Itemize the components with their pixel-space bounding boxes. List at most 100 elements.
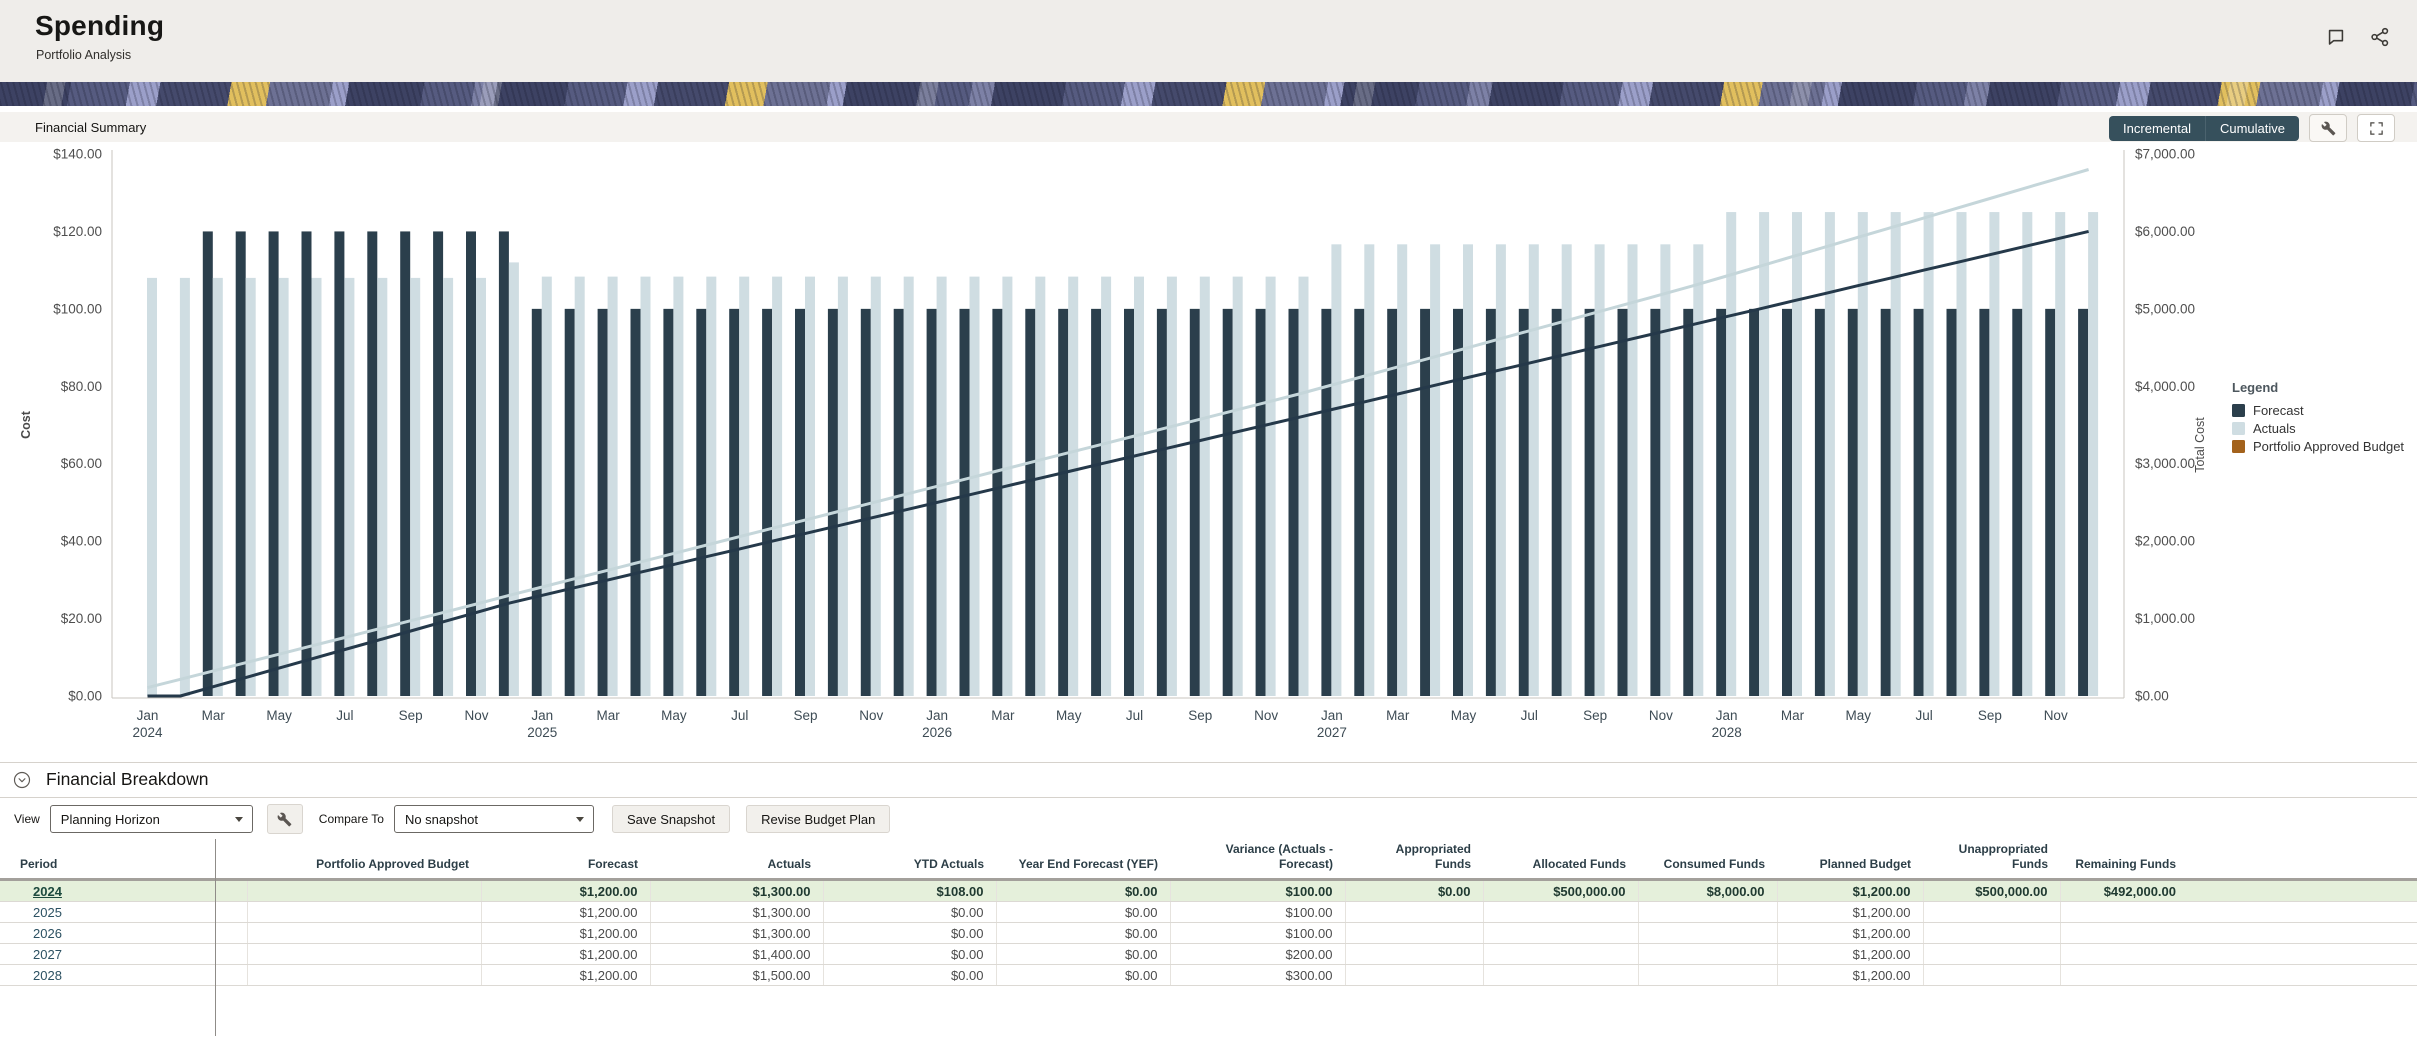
actuals-bar[interactable] xyxy=(245,277,256,696)
forecast-bar[interactable] xyxy=(729,308,740,696)
actuals-bar[interactable] xyxy=(837,276,848,696)
actuals-bar[interactable] xyxy=(508,262,519,696)
actuals-bar[interactable] xyxy=(1759,212,1770,697)
view-settings-wrench-button[interactable] xyxy=(266,804,303,834)
column-header[interactable]: Period xyxy=(20,857,58,871)
column-header[interactable]: Year End Forecast (YEF) xyxy=(1018,857,1158,871)
actuals-bar[interactable] xyxy=(1627,244,1638,696)
actuals-bar[interactable] xyxy=(1923,212,1934,697)
actuals-bar[interactable] xyxy=(1166,276,1177,696)
actuals-bar[interactable] xyxy=(311,277,322,696)
forecast-bar[interactable] xyxy=(597,308,608,696)
revise-budget-plan-button[interactable]: Revise Budget Plan xyxy=(746,805,891,833)
actuals-bar[interactable] xyxy=(212,277,223,696)
actuals-bar[interactable] xyxy=(1726,212,1737,697)
forecast-bar[interactable] xyxy=(235,231,246,696)
compare-to-select[interactable]: No snapshot xyxy=(393,805,594,833)
actuals-bar[interactable] xyxy=(1693,244,1704,696)
actuals-bar[interactable] xyxy=(1989,212,2000,697)
actuals-bar[interactable] xyxy=(541,276,552,696)
forecast-bar[interactable] xyxy=(827,308,838,696)
actuals-bar[interactable] xyxy=(640,276,651,696)
forecast-bar[interactable] xyxy=(1354,308,1365,696)
actuals-bar[interactable] xyxy=(1364,244,1375,696)
forecast-bar[interactable] xyxy=(1485,308,1496,696)
actuals-bar[interactable] xyxy=(1594,244,1605,696)
forecast-bar[interactable] xyxy=(1749,308,1760,696)
forecast-bar[interactable] xyxy=(1913,308,1924,696)
incremental-toggle-button[interactable]: Incremental xyxy=(2109,115,2205,141)
forecast-bar[interactable] xyxy=(301,231,312,696)
actuals-bar[interactable] xyxy=(607,276,618,696)
column-header[interactable]: Forecast xyxy=(587,857,638,871)
forecast-bar[interactable] xyxy=(531,308,542,696)
period-link[interactable]: 2028 xyxy=(33,967,62,983)
forecast-bar[interactable] xyxy=(400,231,411,696)
forecast-bar[interactable] xyxy=(1255,308,1266,696)
actuals-bar[interactable] xyxy=(1528,244,1539,696)
actuals-bar[interactable] xyxy=(1068,276,1079,696)
actuals-bar[interactable] xyxy=(1101,276,1112,696)
actuals-bar[interactable] xyxy=(1857,212,1868,697)
column-header[interactable]: Variance (Actuals - Forecast) xyxy=(1225,842,1333,871)
forecast-bar[interactable] xyxy=(762,308,773,696)
forecast-bar[interactable] xyxy=(893,308,904,696)
period-link[interactable]: 2026 xyxy=(33,925,62,941)
actuals-bar[interactable] xyxy=(1824,212,1835,697)
share-icon[interactable] xyxy=(2369,26,2391,48)
actuals-bar[interactable] xyxy=(1199,276,1210,696)
forecast-bar[interactable] xyxy=(1387,308,1398,696)
forecast-bar[interactable] xyxy=(334,231,345,696)
actuals-bar[interactable] xyxy=(2055,212,2066,697)
actuals-bar[interactable] xyxy=(410,277,421,696)
actuals-bar[interactable] xyxy=(476,277,486,696)
forecast-bar[interactable] xyxy=(2078,308,2089,696)
forecast-bar[interactable] xyxy=(1025,308,1036,696)
forecast-bar[interactable] xyxy=(696,308,707,696)
column-header[interactable]: Portfolio Approved Budget xyxy=(316,857,469,871)
actuals-bar[interactable] xyxy=(673,276,684,696)
forecast-bar[interactable] xyxy=(630,308,641,696)
actuals-bar[interactable] xyxy=(1495,244,1506,696)
period-link[interactable]: 2024 xyxy=(33,883,62,899)
actuals-bar[interactable] xyxy=(1331,244,1342,696)
actuals-bar[interactable] xyxy=(1561,244,1572,696)
forecast-bar[interactable] xyxy=(367,231,378,696)
forecast-bar[interactable] xyxy=(1518,308,1529,696)
actuals-bar[interactable] xyxy=(1035,276,1046,696)
actuals-bar[interactable] xyxy=(1956,212,1967,697)
forecast-bar[interactable] xyxy=(1946,308,1957,696)
actuals-bar[interactable] xyxy=(1890,212,1901,697)
actuals-bar[interactable] xyxy=(1134,276,1144,696)
actuals-bar[interactable] xyxy=(147,277,157,696)
chart-settings-wrench-button[interactable] xyxy=(2309,114,2347,142)
forecast-bar[interactable] xyxy=(1880,308,1891,696)
actuals-bar[interactable] xyxy=(2022,212,2033,697)
column-header[interactable]: Appropriated Funds xyxy=(1395,842,1471,871)
forecast-bar[interactable] xyxy=(2012,308,2023,696)
actuals-bar[interactable] xyxy=(278,277,289,696)
forecast-bar[interactable] xyxy=(1420,308,1431,696)
actuals-bar[interactable] xyxy=(772,276,783,696)
collapse-section-button[interactable] xyxy=(12,770,32,790)
column-header[interactable]: Allocated Funds xyxy=(1532,857,1626,871)
forecast-bar[interactable] xyxy=(1814,308,1825,696)
forecast-bar[interactable] xyxy=(1222,308,1233,696)
forecast-bar[interactable] xyxy=(1847,308,1858,696)
forecast-bar[interactable] xyxy=(1091,308,1102,696)
forecast-bar[interactable] xyxy=(1058,308,1069,696)
save-snapshot-button[interactable]: Save Snapshot xyxy=(611,805,731,833)
actuals-bar[interactable] xyxy=(739,276,750,696)
actuals-bar[interactable] xyxy=(969,276,980,696)
forecast-bar[interactable] xyxy=(1288,308,1299,696)
actuals-bar[interactable] xyxy=(443,277,454,696)
actuals-bar[interactable] xyxy=(805,276,815,696)
forecast-bar[interactable] xyxy=(1617,308,1628,696)
forecast-bar[interactable] xyxy=(268,231,279,696)
actuals-bar[interactable] xyxy=(870,276,881,696)
actuals-bar[interactable] xyxy=(1660,244,1671,696)
actuals-bar[interactable] xyxy=(2088,212,2099,697)
column-header[interactable]: Actuals xyxy=(767,857,811,871)
forecast-bar[interactable] xyxy=(2045,308,2056,696)
cumulative-toggle-button[interactable]: Cumulative xyxy=(2204,115,2299,141)
